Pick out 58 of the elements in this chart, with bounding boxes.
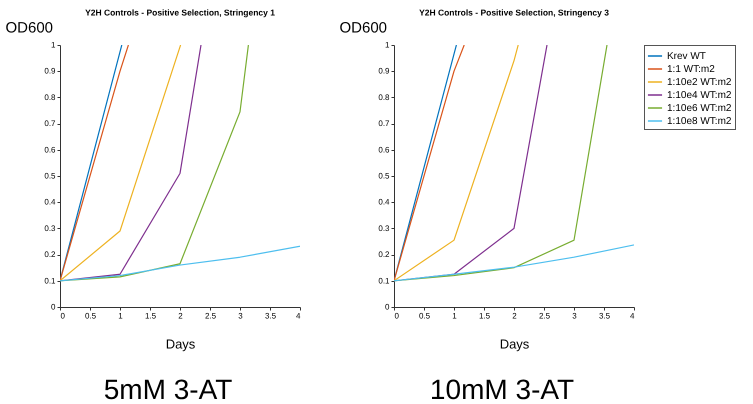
y-tick-label: 0.9 xyxy=(44,66,56,76)
y-tick-label: 0.5 xyxy=(44,172,56,180)
text: 5mM 3-AT xyxy=(104,374,232,404)
legend-label: 1:10e8 WT:m2 xyxy=(667,116,732,127)
y-axis-title: OD600 xyxy=(340,20,388,36)
y-tick-label: 0.2 xyxy=(378,250,390,260)
y-tick-label: 0.4 xyxy=(44,198,56,207)
y-tick-label: 0 xyxy=(385,302,390,312)
x-tick-label: 0 xyxy=(60,312,66,320)
chart-title: Y2H Controls - Positive Selection, Stringency 3 xyxy=(419,8,610,18)
x-tick-label: 0 xyxy=(394,312,400,320)
x-tick-label: 3 xyxy=(572,312,578,320)
x-tick-label: 3 xyxy=(238,312,244,320)
y-tick-label: 0.6 xyxy=(44,145,56,154)
y-tick-label: 0.1 xyxy=(44,276,56,286)
x-tick-label: 3.5 xyxy=(264,312,277,320)
x-tick-label: 4 xyxy=(296,312,302,320)
y-tick-label: 0.3 xyxy=(378,224,390,233)
y-tick-label: 0.7 xyxy=(44,119,56,128)
line-series xyxy=(60,246,300,282)
y-tick-label: 0.8 xyxy=(378,92,390,102)
y-tick-label: 0.5 xyxy=(378,172,390,180)
legend-label: 1:10e2 WT:m2 xyxy=(667,77,732,88)
legend-label: 1:1 WT:m2 xyxy=(667,64,716,75)
y-tick-label: 0.1 xyxy=(378,276,390,286)
legend-label: 1:10e4 WT:m2 xyxy=(667,90,732,101)
x-axis-title: Days xyxy=(500,336,530,352)
text: 10mM 3-AT xyxy=(430,374,574,404)
x-tick-label: 1.5 xyxy=(144,312,157,320)
y-tick-label: 0.2 xyxy=(44,250,56,260)
x-tick-label: 1 xyxy=(118,312,124,320)
line-series xyxy=(394,244,634,282)
x-tick-label: 0.5 xyxy=(418,312,431,320)
x-tick-label: 4 xyxy=(630,312,636,320)
x-tick-label: 3.5 xyxy=(598,312,611,320)
x-tick-label: 1.5 xyxy=(478,312,491,320)
x-tick-label: 2 xyxy=(178,312,184,320)
line-series xyxy=(60,45,249,282)
y-tick-label: 0.8 xyxy=(44,92,56,102)
y-tick-label: 0.6 xyxy=(378,145,390,154)
chart-title: Y2H Controls - Positive Selection, Stringency 1 xyxy=(85,8,276,18)
x-tick-label: 2.5 xyxy=(538,312,551,320)
legend-label: 1:10e6 WT:m2 xyxy=(667,103,732,114)
x-tick-label: 2 xyxy=(512,312,518,320)
y-tick-label: 0.4 xyxy=(378,198,390,207)
y-tick-label: 0.3 xyxy=(44,224,56,233)
y-tick-label: 1 xyxy=(51,40,56,50)
y-axis-title: OD600 xyxy=(6,20,54,36)
x-axis-title: Days xyxy=(166,336,196,352)
y-tick-label: 0.9 xyxy=(378,66,390,76)
y-tick-label: 0.7 xyxy=(378,119,390,128)
y-tick-label: 1 xyxy=(385,40,390,50)
x-tick-label: 1 xyxy=(452,312,458,320)
legend-label: Krev WT xyxy=(667,51,706,62)
y-tick-label: 0 xyxy=(51,302,56,312)
x-tick-label: 0.5 xyxy=(84,312,97,320)
line-series xyxy=(394,45,519,282)
x-tick-label: 2.5 xyxy=(204,312,217,320)
